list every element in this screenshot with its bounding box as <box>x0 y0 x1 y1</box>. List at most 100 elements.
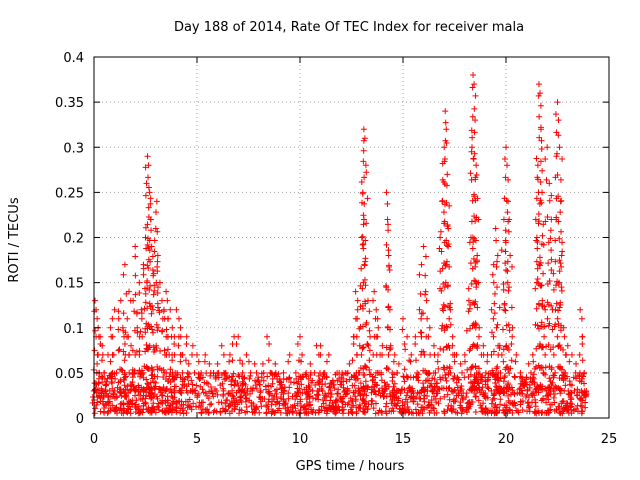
data-point <box>380 393 387 400</box>
data-point <box>412 357 419 364</box>
data-point <box>540 241 547 248</box>
data-point <box>453 351 460 358</box>
data-point <box>277 409 284 416</box>
data-point <box>538 282 545 289</box>
data-point <box>124 409 131 416</box>
data-point <box>376 387 383 394</box>
data-point <box>362 363 369 370</box>
data-point <box>534 276 541 283</box>
data-point <box>538 397 545 404</box>
data-point <box>488 387 495 394</box>
data-point <box>402 346 409 353</box>
data-point <box>268 410 275 417</box>
data-point <box>149 253 156 260</box>
data-point <box>317 351 324 358</box>
data-point <box>568 396 575 403</box>
data-point <box>97 333 104 340</box>
data-point <box>465 373 472 380</box>
data-point <box>539 297 546 304</box>
data-point <box>384 216 391 223</box>
data-point <box>500 378 507 385</box>
data-point <box>134 309 141 316</box>
data-point <box>491 395 498 402</box>
data-point <box>550 344 557 351</box>
data-point <box>280 390 287 397</box>
data-point <box>533 363 540 370</box>
data-point <box>511 391 518 398</box>
data-point <box>421 351 428 358</box>
data-point <box>504 258 511 265</box>
data-point <box>181 382 188 389</box>
data-point <box>199 374 206 381</box>
data-point <box>437 234 444 241</box>
data-point <box>444 391 451 398</box>
data-point <box>375 409 382 416</box>
data-point <box>203 379 210 386</box>
data-point <box>471 373 478 380</box>
data-point <box>568 406 575 413</box>
data-point <box>117 376 124 383</box>
data-point <box>373 382 380 389</box>
data-point <box>268 401 275 408</box>
data-point <box>360 405 367 412</box>
data-point <box>333 404 340 411</box>
data-point <box>448 402 455 409</box>
data-point <box>443 237 450 244</box>
data-point <box>139 396 146 403</box>
data-point <box>395 395 402 402</box>
data-point <box>133 348 140 355</box>
data-point <box>451 387 458 394</box>
data-point <box>257 387 264 394</box>
data-point <box>494 284 501 291</box>
data-point <box>447 369 454 376</box>
data-point <box>189 342 196 349</box>
data-point <box>565 410 572 417</box>
data-point <box>201 358 208 365</box>
data-point <box>366 357 373 364</box>
data-point <box>442 108 449 115</box>
data-point <box>366 327 373 334</box>
data-point <box>493 365 500 372</box>
data-point <box>163 288 170 295</box>
data-point <box>104 410 111 417</box>
data-point <box>245 358 252 365</box>
data-point <box>429 375 436 382</box>
data-point <box>491 300 498 307</box>
data-point <box>401 400 408 407</box>
data-point <box>165 409 172 416</box>
data-point <box>364 386 371 393</box>
data-point <box>505 392 512 399</box>
data-point <box>370 376 377 383</box>
y-tick-label: 0.2 <box>63 232 84 247</box>
data-point <box>541 333 548 340</box>
data-point <box>385 227 392 234</box>
data-point <box>211 407 218 414</box>
data-point <box>497 401 504 408</box>
data-point <box>433 409 440 416</box>
data-point <box>578 403 585 410</box>
data-point <box>579 357 586 364</box>
data-point <box>560 375 567 382</box>
data-point <box>440 209 447 216</box>
data-point <box>550 286 557 293</box>
data-point <box>447 306 454 313</box>
data-point <box>256 393 263 400</box>
data-point <box>319 387 326 394</box>
data-point <box>353 408 360 415</box>
data-point <box>259 395 266 402</box>
data-point <box>188 406 195 413</box>
data-point <box>539 302 546 309</box>
data-point <box>298 358 305 365</box>
data-point <box>534 162 541 169</box>
data-point <box>467 170 474 177</box>
data-point <box>472 263 479 270</box>
data-point <box>482 369 489 376</box>
data-point <box>137 328 144 335</box>
data-point <box>394 387 401 394</box>
data-point <box>117 366 124 373</box>
data-point <box>549 379 556 386</box>
data-point <box>164 346 171 353</box>
data-point <box>517 385 524 392</box>
data-point <box>416 306 423 313</box>
data-point <box>388 400 395 407</box>
